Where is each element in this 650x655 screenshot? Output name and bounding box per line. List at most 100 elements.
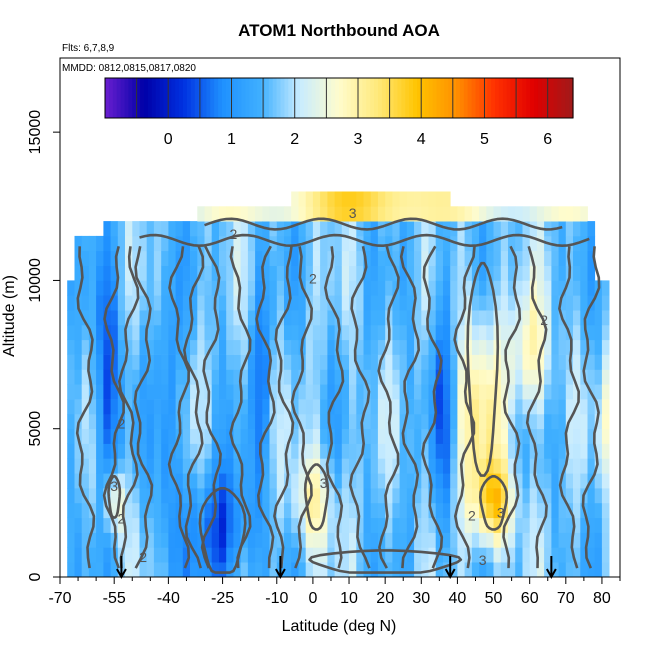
heatmap-cell	[182, 295, 191, 311]
heatmap-cell	[414, 369, 422, 385]
heatmap-cell	[262, 265, 270, 281]
heatmap-cell	[255, 221, 263, 237]
heatmap-cell	[385, 295, 393, 311]
heatmap-cell	[320, 221, 328, 237]
heatmap-cell	[435, 458, 444, 474]
heatmap-cell	[363, 488, 372, 504]
heatmap-cell	[587, 280, 596, 296]
heatmap-cell	[377, 295, 386, 311]
heatmap-cell	[247, 250, 256, 266]
heatmap-cell	[204, 502, 213, 519]
colorbar-segment	[350, 78, 356, 118]
heatmap-cell	[500, 369, 509, 385]
heatmap-cell	[500, 384, 509, 400]
heatmap-cell	[233, 310, 241, 326]
heatmap-cell	[377, 502, 386, 519]
heatmap-cell	[414, 458, 422, 474]
heatmap-cell	[103, 399, 111, 415]
heatmap-cell	[96, 354, 104, 370]
x-tick-label: -40	[157, 590, 180, 607]
heatmap-cell	[305, 502, 314, 519]
heatmap-cell	[81, 384, 90, 400]
heatmap-cell	[161, 310, 169, 326]
heatmap-cell	[146, 324, 155, 341]
heatmap-cell	[508, 562, 516, 578]
heatmap-cell	[428, 517, 437, 533]
heatmap-cell	[529, 473, 538, 489]
heatmap-cell	[255, 413, 263, 430]
heatmap-cell	[377, 206, 386, 222]
heatmap-cell	[594, 354, 603, 370]
heatmap-cell	[219, 502, 227, 519]
heatmap-cell	[327, 354, 335, 370]
heatmap-cell	[262, 369, 270, 385]
colorbar-segment	[339, 78, 344, 118]
heatmap-cell	[233, 399, 241, 415]
heatmap-cell	[349, 547, 357, 563]
heatmap-cell	[349, 443, 357, 459]
heatmap-cell	[414, 562, 422, 578]
heatmap-cell	[269, 324, 278, 341]
heatmap-cell	[262, 250, 270, 266]
x-tick-label: 40	[449, 590, 467, 607]
heatmap-cell	[81, 517, 90, 533]
heatmap-cell	[255, 354, 263, 370]
heatmap-cell	[74, 517, 83, 533]
heatmap-cell	[399, 413, 408, 430]
heatmap-cell	[153, 235, 162, 252]
heatmap-cell	[168, 399, 176, 415]
heatmap-cell	[363, 547, 372, 563]
heatmap-cell	[219, 547, 227, 563]
heatmap-cell	[522, 502, 531, 519]
heatmap-cell	[291, 399, 299, 415]
heatmap-cell	[341, 235, 350, 252]
heatmap-cell	[464, 235, 473, 252]
heatmap-cell	[392, 473, 400, 489]
heatmap-cell	[377, 517, 386, 533]
heatmap-cell	[522, 517, 531, 533]
heatmap-cell	[305, 191, 314, 207]
heatmap-cell	[67, 339, 75, 355]
contour-label: 2	[139, 549, 147, 565]
heatmap-cell	[551, 265, 559, 281]
heatmap-cell	[305, 235, 314, 252]
heatmap-cell	[421, 191, 429, 207]
heatmap-cell	[305, 339, 314, 355]
heatmap-cell	[88, 310, 97, 326]
heatmap-cell	[132, 324, 140, 341]
heatmap-cell	[544, 399, 552, 415]
heatmap-cell	[334, 250, 343, 266]
heatmap-cell	[284, 206, 292, 222]
heatmap-cell	[558, 221, 567, 237]
heatmap-cell	[594, 547, 603, 563]
heatmap-cell	[240, 547, 249, 563]
heatmap-cell	[197, 458, 205, 474]
colorbar-segment	[128, 78, 133, 118]
heatmap-cell	[88, 428, 97, 444]
heatmap-cell	[197, 369, 205, 385]
heatmap-cell	[153, 517, 162, 533]
heatmap-cell	[457, 265, 465, 281]
heatmap-cell	[96, 413, 104, 430]
heatmap-cell	[558, 547, 567, 563]
heatmap-cell	[161, 443, 169, 459]
heatmap-cell	[276, 428, 285, 444]
heatmap-cell	[312, 428, 321, 444]
heatmap-cell	[320, 280, 328, 296]
heatmap-cell	[240, 221, 249, 237]
heatmap-cell	[103, 517, 111, 533]
heatmap-cell	[320, 399, 328, 415]
heatmap-cell	[204, 473, 213, 489]
heatmap-cell	[479, 250, 487, 266]
heatmap-cell	[421, 532, 429, 548]
heatmap-cell	[182, 502, 191, 519]
heatmap-cell	[284, 280, 292, 296]
heatmap-cell	[508, 413, 516, 430]
heatmap-cell	[370, 369, 379, 385]
heatmap-cell	[96, 295, 104, 311]
heatmap-cell	[392, 295, 400, 311]
heatmap-cell	[110, 502, 119, 519]
heatmap-cell	[96, 547, 104, 563]
heatmap-cell	[565, 369, 574, 385]
heatmap-cell	[536, 250, 545, 266]
